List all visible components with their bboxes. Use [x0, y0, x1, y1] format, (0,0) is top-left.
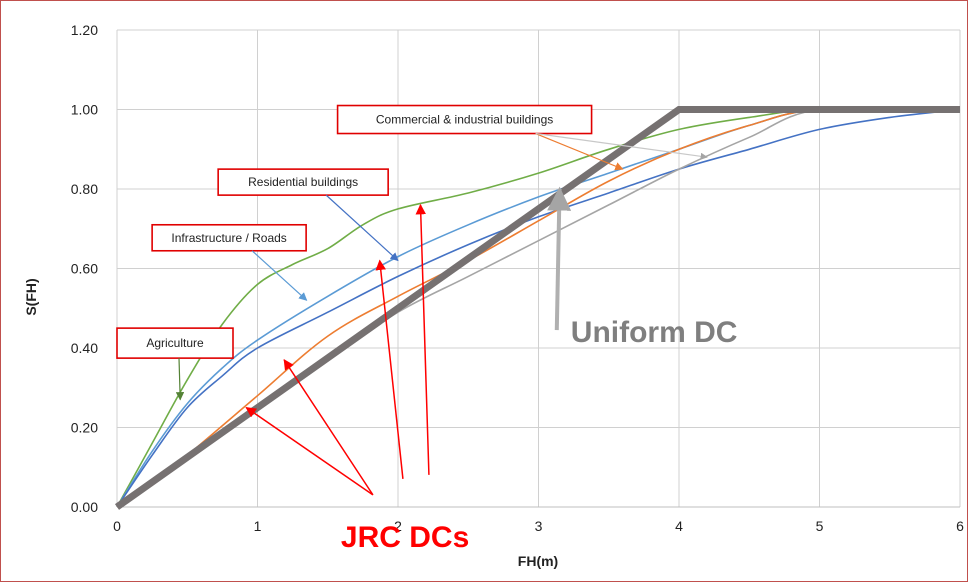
annotations: Agriculture Infrastructure / Roads Residen…	[116, 104, 738, 554]
label-box-commercial	[336, 104, 593, 135]
series-line-uniform	[114, 106, 960, 510]
y-axis-ticks: 0.00 0.20 0.40 0.60 0.80 1.00 1.20	[71, 22, 98, 515]
x-tick-label: 1	[254, 518, 262, 534]
grid	[116, 29, 961, 508]
x-axis-title: FH(m)	[518, 553, 558, 569]
x-axis-ticks: 0 1 2 3 4 5 6	[113, 518, 964, 534]
y-tick-label: 0.00	[71, 499, 98, 515]
arrow-commercial-2	[535, 132, 708, 160]
arrow-commercial-1	[535, 132, 624, 171]
arrow-agriculture	[175, 358, 185, 401]
y-tick-label: 0.40	[71, 340, 98, 356]
x-tick-label: 4	[675, 518, 683, 534]
x-tick-label: 0	[113, 518, 121, 534]
arrow-jrc-2	[283, 359, 374, 496]
label-box-residential	[217, 168, 389, 196]
arrow-jrc-4	[415, 203, 430, 475]
y-tick-label: 0.60	[71, 261, 98, 277]
jrc-dcs-label: JRC DCs	[341, 521, 469, 554]
x-tick-label: 2	[394, 518, 402, 534]
x-tick-label: 3	[535, 518, 543, 534]
y-tick-label: 0.80	[71, 181, 98, 197]
x-tick-label: 5	[816, 518, 824, 534]
y-tick-label: 1.00	[71, 102, 98, 118]
label-commercial: Commercial & industrial buildings	[376, 113, 553, 127]
series-line-residential	[116, 108, 961, 508]
arrow-jrc-3	[375, 259, 404, 479]
arrow-uniform	[547, 186, 572, 331]
y-axis-title: S(FH)	[23, 278, 39, 315]
label-residential: Residential buildings	[248, 175, 358, 189]
series-lines	[114, 106, 961, 510]
uniform-dc-label: Uniform DC	[571, 316, 738, 349]
label-box-infrastructure	[151, 223, 307, 252]
arrow-jrc-1	[245, 407, 374, 496]
label-box-agriculture	[116, 327, 234, 359]
arrow-residential	[325, 194, 399, 262]
label-infrastructure: Infrastructure / Roads	[171, 231, 286, 245]
x-tick-label: 6	[956, 518, 964, 534]
y-tick-label: 1.20	[71, 22, 98, 38]
label-agriculture: Agriculture	[146, 336, 204, 350]
y-tick-label: 0.20	[71, 420, 98, 436]
arrow-infrastructure	[251, 250, 308, 301]
